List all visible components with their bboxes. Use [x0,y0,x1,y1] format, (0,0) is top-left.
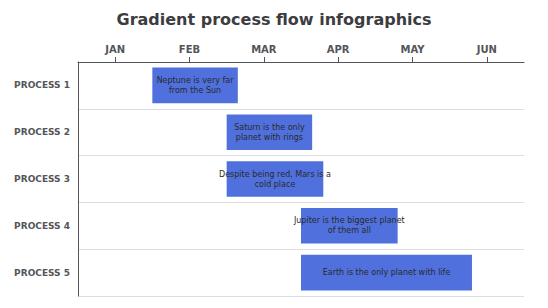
svg-text:planet with rings: planet with rings [236,133,303,142]
svg-text:cold place: cold place [255,180,296,189]
svg-text:Earth is the only planet with: Earth is the only planet with life [323,268,451,277]
svg-text:MAY: MAY [401,44,426,55]
svg-text:Despite being red, Mars is a: Despite being red, Mars is a [219,170,331,179]
svg-text:PROCESS 5: PROCESS 5 [14,268,70,278]
svg-text:APR: APR [327,44,350,55]
svg-text:Jupiter is the biggest planet: Jupiter is the biggest planet [293,216,405,225]
svg-text:PROCESS 3: PROCESS 3 [14,174,70,184]
svg-text:JUN: JUN [476,44,497,55]
svg-text:Neptune is very far: Neptune is very far [157,76,235,85]
svg-text:of them all: of them all [328,226,371,235]
svg-text:PROCESS 2: PROCESS 2 [14,127,70,137]
svg-text:Saturn is the only: Saturn is the only [234,123,305,132]
svg-text:FEB: FEB [179,44,200,55]
svg-text:Gradient process flow infograp: Gradient process flow infographics [116,10,431,29]
svg-text:from the Sun: from the Sun [169,86,221,95]
svg-text:MAR: MAR [251,44,277,55]
svg-text:JAN: JAN [104,44,125,55]
svg-text:PROCESS 4: PROCESS 4 [14,221,70,231]
svg-text:PROCESS 1: PROCESS 1 [14,80,70,90]
